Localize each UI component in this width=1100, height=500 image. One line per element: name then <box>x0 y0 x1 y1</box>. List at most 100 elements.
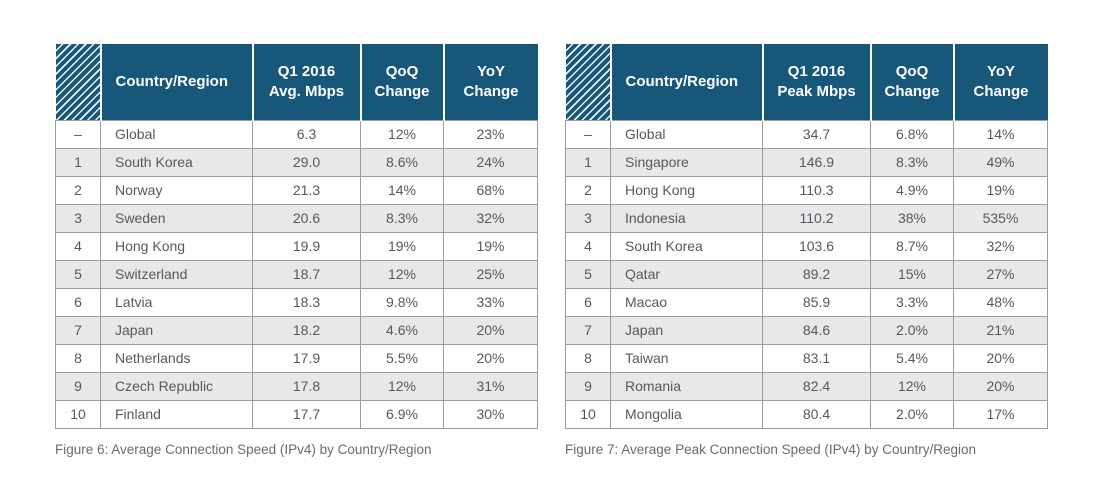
cell-yoy: 20% <box>953 371 1048 401</box>
cell-qoq: 12% <box>360 371 444 401</box>
cell-country: Taiwan <box>610 343 763 373</box>
cell-qoq: 8.3% <box>360 203 444 233</box>
diagonal-hatch-corner-cell <box>55 44 101 120</box>
cell-rank: 7 <box>565 315 611 345</box>
cell-value: 21.3 <box>252 175 361 205</box>
cell-country: Hong Kong <box>100 231 253 261</box>
col-header-yoy-change: YoY Change <box>442 44 538 120</box>
cell-country: Qatar <box>610 259 763 289</box>
cell-country: Mongolia <box>610 399 763 429</box>
cell-yoy: 17% <box>953 399 1048 429</box>
cell-yoy: 49% <box>953 147 1048 177</box>
cell-country: Global <box>610 119 763 149</box>
cell-rank: 4 <box>55 231 101 261</box>
table-row: 1 South Korea 29.0 8.6% 24% <box>55 147 538 177</box>
cell-rank: 6 <box>565 287 611 317</box>
cell-qoq: 4.9% <box>870 175 954 205</box>
table-row: 10 Finland 17.7 6.9% 30% <box>55 399 538 429</box>
table-row: 7 Japan 18.2 4.6% 20% <box>55 315 538 345</box>
cell-qoq: 2.0% <box>870 315 954 345</box>
cell-yoy: 24% <box>443 147 538 177</box>
cell-value: 17.8 <box>252 371 361 401</box>
cell-yoy: 25% <box>443 259 538 289</box>
table-row: 6 Macao 85.9 3.3% 48% <box>565 287 1048 317</box>
cell-qoq: 19% <box>360 231 444 261</box>
report-figures-section: Country/Region Q1 2016 Avg. Mbps QoQ Cha… <box>55 44 1048 457</box>
cell-qoq: 38% <box>870 203 954 233</box>
table-row: 8 Netherlands 17.9 5.5% 20% <box>55 343 538 373</box>
cell-value: 103.6 <box>762 231 871 261</box>
figure-6-average-connection-speed: Country/Region Q1 2016 Avg. Mbps QoQ Cha… <box>55 44 538 457</box>
cell-rank: – <box>565 119 611 149</box>
col-header-qoq-change: QoQ Change <box>359 44 444 120</box>
cell-yoy: 33% <box>443 287 538 317</box>
cell-country: Czech Republic <box>100 371 253 401</box>
table-body: – Global 6.3 12% 23% 1 South Korea 29.0 8.6% 24% 2… <box>55 119 538 429</box>
table-body: – Global 34.7 6.8% 14% 1 Singapore 146.9 8.3% 49%… <box>565 119 1048 429</box>
cell-qoq: 6.8% <box>870 119 954 149</box>
cell-qoq: 4.6% <box>360 315 444 345</box>
col-header-peak-mbps: Q1 2016 Peak Mbps <box>761 44 871 120</box>
cell-country: Japan <box>610 315 763 345</box>
cell-country: Netherlands <box>100 343 253 373</box>
cell-yoy: 30% <box>443 399 538 429</box>
col-header-country-region: Country/Region <box>99 44 253 120</box>
cell-qoq: 15% <box>870 259 954 289</box>
table-row: 5 Switzerland 18.7 12% 25% <box>55 259 538 289</box>
cell-value: 146.9 <box>762 147 871 177</box>
cell-qoq: 8.7% <box>870 231 954 261</box>
cell-yoy: 14% <box>953 119 1048 149</box>
table-row: 9 Czech Republic 17.8 12% 31% <box>55 371 538 401</box>
cell-rank: 8 <box>565 343 611 373</box>
table-row: 10 Mongolia 80.4 2.0% 17% <box>565 399 1048 429</box>
cell-qoq: 14% <box>360 175 444 205</box>
cell-country: Macao <box>610 287 763 317</box>
cell-country: Hong Kong <box>610 175 763 205</box>
cell-country: Latvia <box>100 287 253 317</box>
cell-yoy: 32% <box>953 231 1048 261</box>
col-header-qoq-change: QoQ Change <box>869 44 954 120</box>
cell-qoq: 5.4% <box>870 343 954 373</box>
average-connection-speed-table: Country/Region Q1 2016 Avg. Mbps QoQ Cha… <box>55 44 538 429</box>
cell-rank: 10 <box>55 399 101 429</box>
cell-yoy: 32% <box>443 203 538 233</box>
cell-country: Romania <box>610 371 763 401</box>
cell-qoq: 3.3% <box>870 287 954 317</box>
cell-country: South Korea <box>100 147 253 177</box>
table-row: 5 Qatar 89.2 15% 27% <box>565 259 1048 289</box>
cell-country: Indonesia <box>610 203 763 233</box>
cell-yoy: 20% <box>953 343 1048 373</box>
cell-yoy: 23% <box>443 119 538 149</box>
cell-country: Finland <box>100 399 253 429</box>
cell-qoq: 8.3% <box>870 147 954 177</box>
cell-value: 6.3 <box>252 119 361 149</box>
cell-qoq: 12% <box>870 371 954 401</box>
cell-country: Global <box>100 119 253 149</box>
cell-value: 19.9 <box>252 231 361 261</box>
cell-qoq: 12% <box>360 119 444 149</box>
cell-rank: 8 <box>55 343 101 373</box>
cell-yoy: 535% <box>953 203 1048 233</box>
cell-value: 18.7 <box>252 259 361 289</box>
table-row: – Global 6.3 12% 23% <box>55 119 538 149</box>
cell-value: 17.7 <box>252 399 361 429</box>
table-row: 4 Hong Kong 19.9 19% 19% <box>55 231 538 261</box>
cell-rank: 3 <box>565 203 611 233</box>
table-row: 3 Sweden 20.6 8.3% 32% <box>55 203 538 233</box>
cell-rank: – <box>55 119 101 149</box>
cell-rank: 1 <box>565 147 611 177</box>
col-header-avg-mbps: Q1 2016 Avg. Mbps <box>251 44 361 120</box>
cell-yoy: 48% <box>953 287 1048 317</box>
cell-country: South Korea <box>610 231 763 261</box>
cell-qoq: 9.8% <box>360 287 444 317</box>
cell-rank: 5 <box>565 259 611 289</box>
table-row: – Global 34.7 6.8% 14% <box>565 119 1048 149</box>
cell-value: 18.2 <box>252 315 361 345</box>
table-row: 7 Japan 84.6 2.0% 21% <box>565 315 1048 345</box>
cell-country: Japan <box>100 315 253 345</box>
cell-rank: 4 <box>565 231 611 261</box>
cell-value: 110.3 <box>762 175 871 205</box>
cell-country: Switzerland <box>100 259 253 289</box>
cell-rank: 9 <box>55 371 101 401</box>
cell-value: 18.3 <box>252 287 361 317</box>
